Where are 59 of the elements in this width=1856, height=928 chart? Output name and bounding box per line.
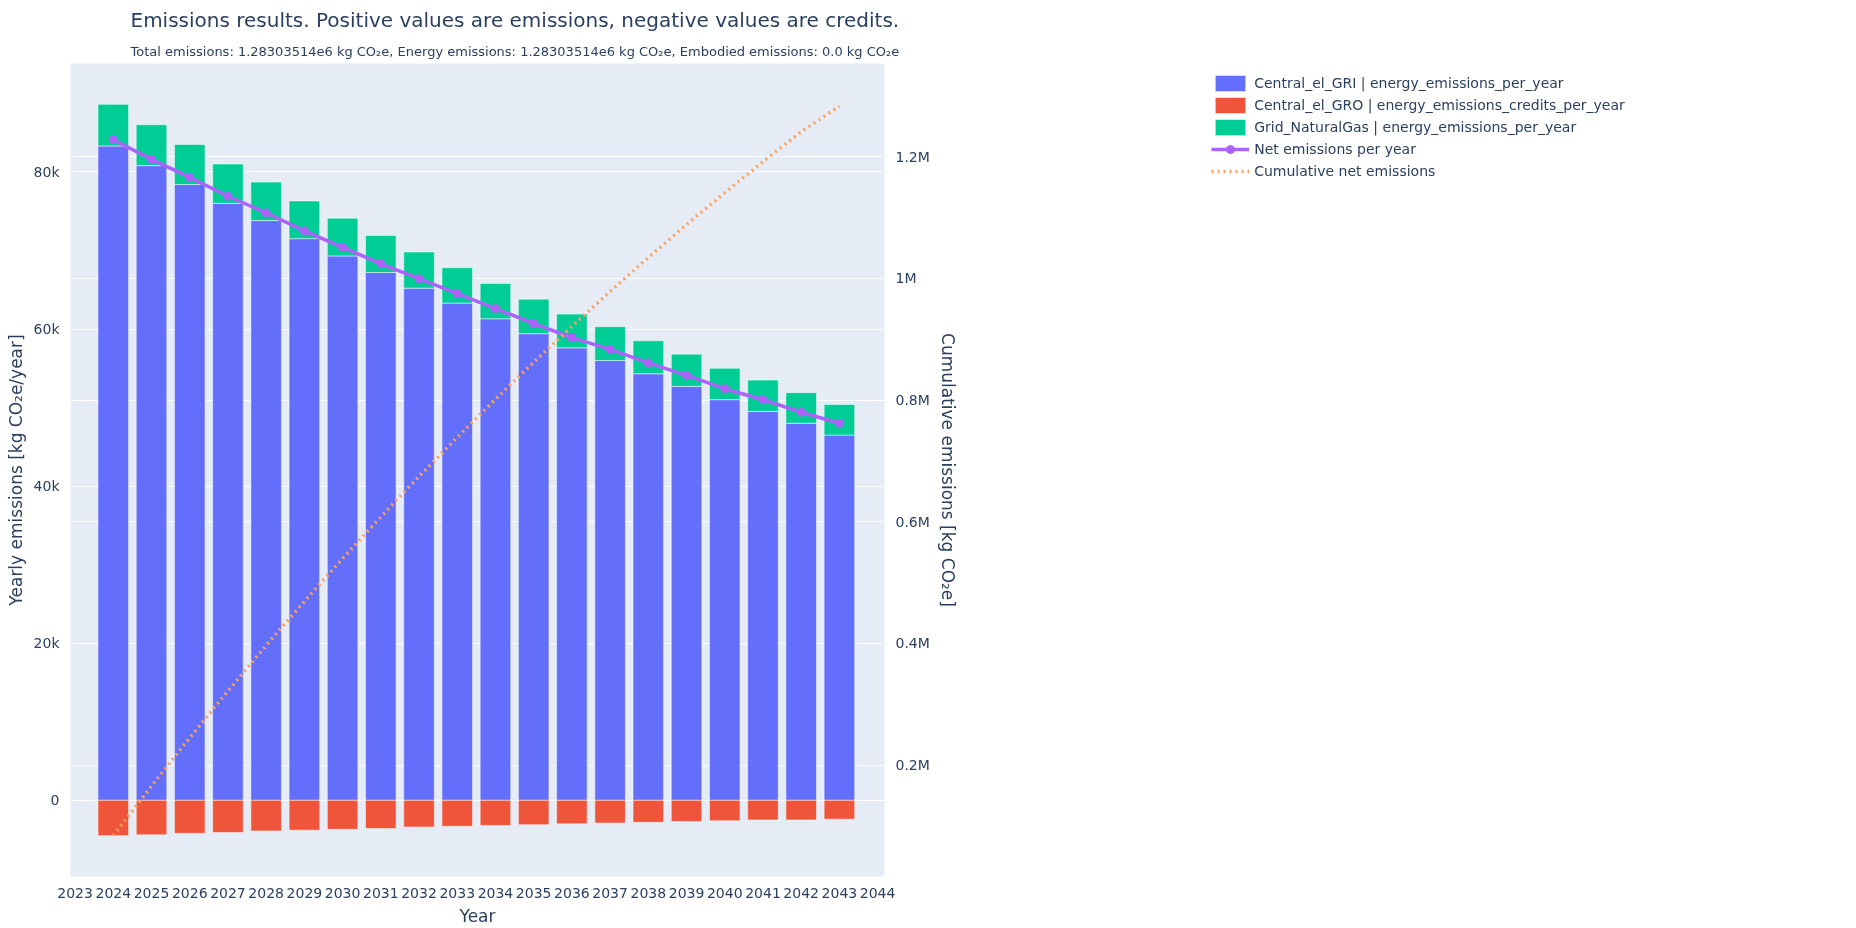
legend-label: Central_el_GRO | energy_emissions_credits_per_year [1254, 97, 1625, 113]
chart-subtitle: Total emissions: 1.28303514e6 kg CO₂e, Energy emissions: 1.28303514e6 kg CO₂e, Embodied emissions: 0.0 kg CO₂e [129, 43, 900, 59]
chart-title: Emissions results. Positive values are emissions, negative values are credits. [130, 7, 900, 32]
x-tick-label: 2033 [439, 884, 476, 901]
legend-label: Net emissions per year [1254, 141, 1416, 157]
x-tick-label: 2043 [821, 884, 858, 901]
point [490, 304, 500, 314]
legend-label: Grid_NaturalGas | energy_emissions_per_year [1254, 119, 1577, 135]
x-tick-label: 2023 [57, 884, 93, 901]
point [643, 358, 653, 368]
y-tick-label: 40k [33, 478, 61, 495]
x-tick-label: 2041 [745, 884, 781, 901]
point [185, 172, 195, 182]
x-tick-label: 2040 [706, 884, 743, 901]
point [299, 226, 309, 236]
x-tick-label: 2032 [401, 884, 437, 901]
y2-tick-label: 0.4M [895, 635, 930, 652]
x-tick-label: 2044 [859, 884, 896, 901]
x-tick-label: 2036 [554, 884, 590, 901]
x-tick-label: 2027 [210, 884, 246, 901]
x-tick-label: 2031 [363, 884, 399, 901]
x-tick-label: 2024 [95, 884, 132, 901]
point [376, 259, 386, 269]
x-tick-label: 2038 [630, 884, 667, 901]
x-tick-label: 2039 [668, 884, 705, 901]
point [147, 154, 157, 164]
y2-tick-label: 0.6M [895, 513, 930, 530]
point [108, 135, 118, 145]
y2-tick-label: 0.2M [895, 757, 930, 774]
point [338, 242, 348, 252]
x-tick-label: 2037 [592, 884, 628, 901]
y2-tick-label: 0.8M [895, 392, 930, 409]
y2-axis-title: Cumulative emissions [kg CO₂e] [937, 333, 958, 607]
x-tick-label: 2026 [171, 884, 208, 901]
y2-tick-label: 1.2M [895, 148, 930, 165]
x-tick-label: 2025 [133, 884, 170, 901]
x-tick-label: 2030 [324, 884, 361, 901]
legend-label: Central_el_GRI | energy_emissions_per_year [1254, 75, 1564, 91]
x-tick-label: 2029 [286, 884, 323, 901]
line-series [111, 104, 842, 838]
x-tick-label: 2042 [783, 884, 820, 901]
point [414, 274, 424, 284]
y-tick-label: 0 [50, 792, 60, 809]
y2-tick-label: 1M [895, 270, 917, 287]
point [223, 191, 233, 201]
x-tick-label: 2028 [248, 884, 284, 901]
point [529, 319, 539, 328]
y-axis-title: Yearly emissions [kg CO₂e/year] [5, 334, 26, 607]
point [567, 333, 577, 343]
point [261, 208, 271, 218]
y-tick-label: 60k [33, 321, 61, 337]
point [452, 289, 462, 299]
x-axis-title: Year [458, 905, 496, 926]
y-tick-label: 20k [33, 635, 61, 652]
point [605, 344, 615, 354]
y-tick-label: 80k [33, 163, 61, 180]
x-tick-label: 2034 [477, 884, 514, 901]
x-tick-label: 2035 [515, 884, 552, 901]
legend-label: Cumulative net emissions [1254, 163, 1436, 179]
